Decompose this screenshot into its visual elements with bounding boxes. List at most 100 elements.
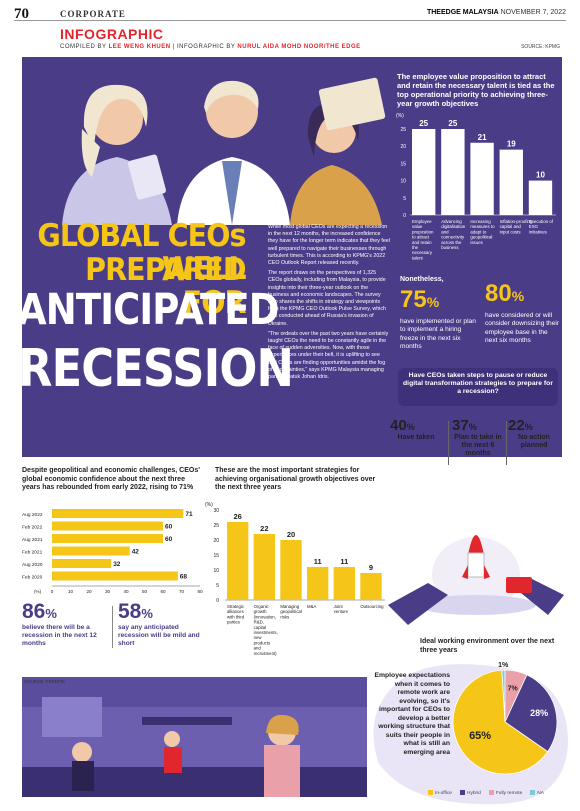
bar bbox=[52, 534, 163, 543]
stat-text: believe there will be a recession in the… bbox=[22, 624, 97, 647]
pie-legend: In-office Hybrid Fully remote NA bbox=[428, 790, 568, 800]
header-rule bbox=[14, 20, 566, 21]
data-label: 7% bbox=[508, 685, 519, 692]
data-label: 25 bbox=[448, 119, 457, 128]
article-paragraph: "The ordeals over the past two years hav… bbox=[268, 330, 389, 381]
legend-item: Fully remote bbox=[488, 790, 522, 796]
stat-hiring-freeze-value: 75% bbox=[400, 286, 439, 314]
data-label: 19 bbox=[507, 140, 516, 149]
bar bbox=[470, 142, 494, 215]
x-tick-label: 10 bbox=[68, 589, 74, 594]
bar bbox=[333, 567, 355, 600]
workplace-lead-text: Employee expectations when it comes to r… bbox=[374, 672, 450, 756]
data-label: 1% bbox=[498, 662, 509, 669]
y-tick-label: Aug 2022 bbox=[22, 512, 43, 518]
office-illustration bbox=[22, 677, 367, 797]
legend-label: In-office bbox=[435, 790, 452, 796]
y-tick-label: 15 bbox=[400, 161, 406, 167]
page-number: 70 bbox=[14, 6, 29, 22]
legend-swatch bbox=[530, 790, 536, 795]
workplace-chart-title: Ideal working environment over the next … bbox=[420, 638, 555, 654]
stat-recession-belief: 86% believe there will be a recession in… bbox=[22, 600, 114, 648]
bar bbox=[253, 534, 275, 600]
stat-unit: % bbox=[426, 294, 440, 310]
issue-date: NOVEMBER 7, 2022 bbox=[500, 9, 566, 16]
x-tick-label: 0 bbox=[51, 589, 54, 594]
y-tick-label: Feb 2020 bbox=[22, 575, 43, 581]
x-tick-label: Increasing measures to adapt to geopolitica… bbox=[470, 219, 495, 245]
y-axis-label: (%) bbox=[396, 113, 404, 119]
publication-name: THEEDGE MALAYSIA bbox=[426, 9, 499, 16]
y-tick-label: 5 bbox=[216, 583, 219, 589]
stat-number: 37% bbox=[452, 417, 477, 434]
x-tick-label: 70 bbox=[179, 589, 185, 594]
infographic-label: INFOGRAPHIC bbox=[60, 26, 164, 42]
data-label: 25 bbox=[419, 119, 428, 128]
divider bbox=[448, 421, 449, 465]
stat-downsizing-text: have considered or will consider downsiz… bbox=[485, 312, 560, 345]
bar bbox=[528, 180, 553, 215]
masthead: THEEDGE MALAYSIA NOVEMBER 7, 2022 bbox=[427, 9, 566, 16]
x-tick-label: 60 bbox=[160, 589, 166, 594]
stat-have-taken: 40% Have taken bbox=[390, 417, 442, 442]
x-tick-label: 50 bbox=[142, 589, 148, 594]
bar bbox=[52, 559, 112, 568]
data-label: 71 bbox=[185, 511, 193, 518]
y-tick-label: 20 bbox=[213, 538, 219, 544]
rocket-illustration bbox=[388, 535, 564, 625]
stat-number: 80 bbox=[485, 280, 512, 307]
legend-item: Hybrid bbox=[459, 790, 481, 796]
x-tick-label: Advancing digitalisation and connectivity ac… bbox=[441, 219, 466, 250]
question-bubble bbox=[398, 368, 558, 406]
x-tick-label: 30 bbox=[105, 589, 111, 594]
data-label: 21 bbox=[478, 133, 487, 142]
headline-line-2: PREPARED FOR bbox=[85, 252, 246, 321]
data-label: 9 bbox=[369, 563, 373, 572]
headline-line-1: GLOBAL CEOs WELL bbox=[37, 218, 246, 287]
stat-label: No action planned bbox=[518, 434, 550, 449]
article-body: While most global CEOs are expecting a r… bbox=[268, 224, 390, 384]
y-tick-label: Feb 2021 bbox=[22, 550, 43, 556]
legend-label: NA bbox=[537, 790, 544, 796]
stat-plan-to-take: 37% Plan to take in the next 6 months bbox=[452, 417, 504, 458]
bar bbox=[499, 149, 523, 215]
y-tick-label: 25 bbox=[400, 127, 406, 133]
bar bbox=[307, 567, 329, 600]
confidence-chart-title: Despite geopolitical and economic challe… bbox=[22, 467, 200, 491]
workplace-pie-chart: 1% 7% 28% 65% bbox=[452, 662, 558, 775]
y-tick-label: 5 bbox=[403, 196, 406, 202]
evp-chart-title: The employee value proposition to attrac… bbox=[397, 72, 555, 108]
headline-line-4: RECESSION bbox=[18, 339, 294, 399]
stat-label: Plan to take in the next 6 months bbox=[454, 434, 502, 457]
y-tick-label: 0 bbox=[216, 598, 219, 604]
y-tick-label: 0 bbox=[403, 213, 406, 219]
divider bbox=[112, 606, 113, 648]
data-label: 28% bbox=[530, 708, 548, 718]
data-label: 20 bbox=[287, 530, 295, 539]
x-tick-label: M&A bbox=[307, 604, 316, 609]
y-tick-label: Aug 2020 bbox=[22, 562, 43, 568]
x-tick-label: Execution of ESG initiatives bbox=[529, 219, 554, 234]
strategies-chart-title: These are the most important strategies … bbox=[215, 467, 376, 491]
data-label: 60 bbox=[165, 524, 173, 531]
stat-label: Have taken bbox=[397, 434, 435, 441]
section-label: CORPORATE bbox=[60, 9, 126, 19]
data-label: 42 bbox=[132, 549, 140, 556]
legend-label: Hybrid bbox=[466, 790, 481, 796]
compiled-by: LEE WENG KHUEN bbox=[108, 44, 171, 50]
data-label: 68 bbox=[180, 574, 188, 581]
article-paragraph: While most global CEOs are expecting a r… bbox=[268, 224, 390, 267]
stat-no-action: 22% No action planned bbox=[508, 417, 560, 450]
y-tick-label: Aug 2021 bbox=[22, 537, 43, 543]
evp-bar-chart: (%) 0 5 10 15 20 25 25 Employee value proposition t… bbox=[396, 113, 556, 260]
bar bbox=[441, 129, 465, 215]
source-note: SOURCE: KPMG bbox=[521, 44, 560, 50]
confidence-bar-chart: Aug 2022 71 Feb 2022 60 Aug 2021 60 Feb 2021 42… bbox=[22, 509, 203, 594]
y-tick-label: 10 bbox=[213, 568, 219, 574]
stat-number: 75 bbox=[400, 286, 427, 313]
data-label: 32 bbox=[113, 561, 121, 568]
data-label: 26 bbox=[233, 512, 241, 521]
pie-slice bbox=[452, 669, 549, 775]
article-paragraph: The report draws on the perspectives of … bbox=[268, 270, 386, 327]
stat-number: 86% bbox=[22, 600, 57, 623]
